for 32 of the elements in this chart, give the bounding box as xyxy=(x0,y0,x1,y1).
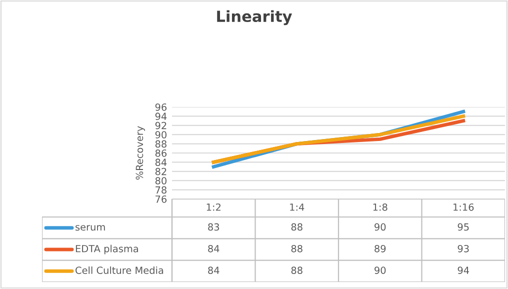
x-tick-label: 1:8 xyxy=(373,203,388,211)
legend-label: Cell Culture Media xyxy=(76,266,164,274)
legend-label: EDTA plasma xyxy=(76,244,138,254)
data-label: 88 xyxy=(291,223,302,231)
data-label: 93 xyxy=(458,244,469,252)
y-tick-label: 82 xyxy=(155,168,166,176)
y-tick-label: 78 xyxy=(156,186,166,194)
data-label: 94 xyxy=(458,266,470,274)
y-tick-label: 88 xyxy=(155,140,166,148)
legend-label: serum xyxy=(76,225,105,231)
data-label: 88 xyxy=(291,244,302,252)
y-axis-title: %Recovery xyxy=(136,126,145,180)
y-tick-label: 76 xyxy=(156,195,167,203)
x-tick-label: 1:2 xyxy=(206,203,220,211)
data-label: 84 xyxy=(208,266,220,274)
y-tick-label: 86 xyxy=(155,149,167,157)
x-tick-label: 1:16 xyxy=(454,203,474,211)
data-label: 83 xyxy=(208,223,220,231)
data-label: 90 xyxy=(374,266,386,274)
data-label: 90 xyxy=(374,223,386,231)
y-tick-label: 84 xyxy=(155,158,167,166)
y-tick-label: 94 xyxy=(155,112,167,120)
chart-title: Linearity xyxy=(217,10,292,26)
y-tick-label: 92 xyxy=(155,122,166,130)
y-tick-label: 90 xyxy=(155,131,166,138)
data-label: 84 xyxy=(208,244,220,252)
data-label: 89 xyxy=(374,244,386,252)
data-label: 88 xyxy=(291,266,302,274)
y-tick-label: 80 xyxy=(155,177,166,184)
data-label: 95 xyxy=(458,223,469,231)
y-tick-label: 96 xyxy=(155,103,167,111)
x-tick-label: 1:4 xyxy=(290,204,304,211)
